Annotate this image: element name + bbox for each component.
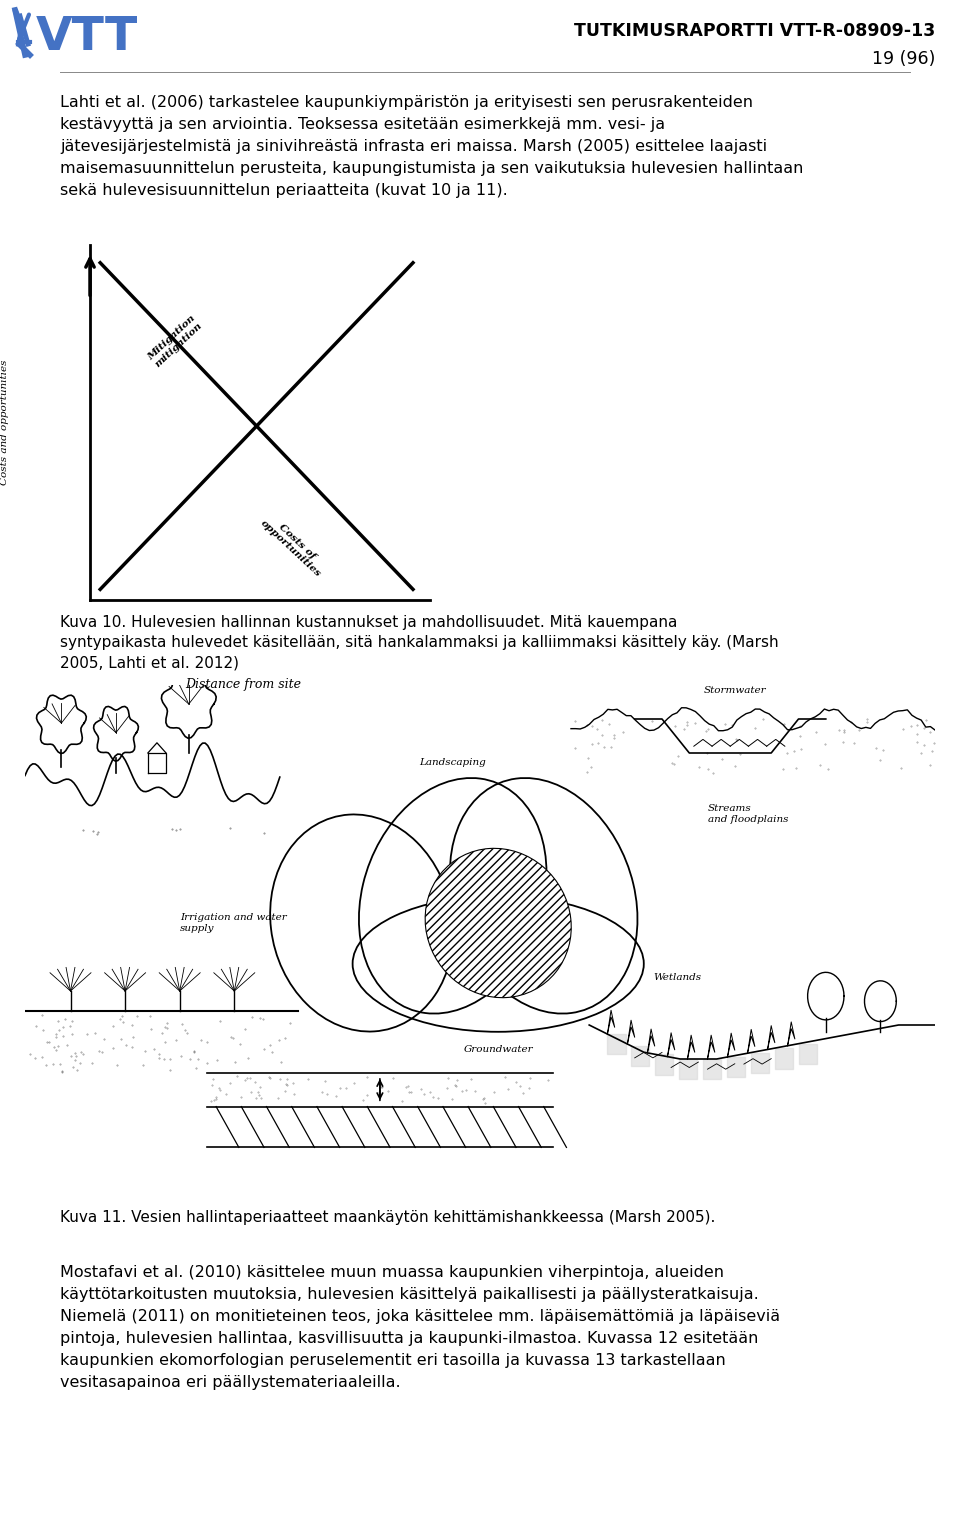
Text: Streams
and floodplains: Streams and floodplains bbox=[708, 804, 788, 824]
Text: VTT: VTT bbox=[36, 15, 138, 60]
Text: Costs and opportunities: Costs and opportunities bbox=[1, 360, 10, 485]
Text: Wetlands: Wetlands bbox=[653, 973, 701, 983]
Text: Costs of
opportunities: Costs of opportunities bbox=[258, 511, 329, 579]
Text: Kuva 10. Hulevesien hallinnan kustannukset ja mahdollisuudet. Mitä kauempana: Kuva 10. Hulevesien hallinnan kustannuks… bbox=[60, 614, 678, 630]
Text: käyttötarkoitusten muutoksia, hulevesien käsittelyä paikallisesti ja päällystera: käyttötarkoitusten muutoksia, hulevesien… bbox=[60, 1287, 758, 1301]
Text: 19 (96): 19 (96) bbox=[872, 49, 935, 68]
Text: vesitasapainoa eri päällystemateriaaleilla.: vesitasapainoa eri päällystemateriaaleil… bbox=[60, 1375, 400, 1391]
Text: Niemelä (2011) on monitieteinen teos, joka käsittelee mm. läpäisemättömiä ja läp: Niemelä (2011) on monitieteinen teos, jo… bbox=[60, 1309, 780, 1324]
Text: Kuva 11. Vesien hallintaperiaatteet maankäytön kehittämishankkeessa (Marsh 2005): Kuva 11. Vesien hallintaperiaatteet maan… bbox=[60, 1210, 715, 1224]
Text: Stormwater: Stormwater bbox=[704, 687, 766, 695]
Text: Lahti et al. (2006) tarkastelee kaupunkiympäristön ja erityisesti sen perusraken: Lahti et al. (2006) tarkastelee kaupunki… bbox=[60, 95, 753, 109]
Text: Groundwater: Groundwater bbox=[464, 1046, 533, 1055]
Text: Mostafavi et al. (2010) käsittelee muun muassa kaupunkien viherpintoja, alueiden: Mostafavi et al. (2010) käsittelee muun … bbox=[60, 1264, 724, 1280]
Text: 2005, Lahti et al. 2012): 2005, Lahti et al. 2012) bbox=[60, 654, 239, 670]
Text: TUTKIMUSRAPORTTI VTT-R-08909-13: TUTKIMUSRAPORTTI VTT-R-08909-13 bbox=[574, 22, 935, 40]
Text: kaupunkien ekomorfologian peruselementit eri tasoilla ja kuvassa 13 tarkastellaa: kaupunkien ekomorfologian peruselementit… bbox=[60, 1354, 726, 1368]
Ellipse shape bbox=[425, 849, 571, 998]
Text: maisemasuunnittelun perusteita, kaupungistumista ja sen vaikutuksia hulevesien h: maisemasuunnittelun perusteita, kaupungi… bbox=[60, 162, 804, 176]
Text: sekä hulevesisuunnittelun periaatteita (kuvat 10 ja 11).: sekä hulevesisuunnittelun periaatteita (… bbox=[60, 183, 508, 199]
Text: Landscaping: Landscaping bbox=[420, 758, 486, 767]
Text: jätevesijärjestelmistä ja sinivihreästä infrasta eri maissa. Marsh (2005) esitte: jätevesijärjestelmistä ja sinivihreästä … bbox=[60, 139, 767, 154]
Text: Mitigation
mitigation: Mitigation mitigation bbox=[146, 313, 204, 370]
Text: pintoja, hulevesien hallintaa, kasvillisuutta ja kaupunki-ilmastoa. Kuvassa 12 e: pintoja, hulevesien hallintaa, kasvillis… bbox=[60, 1331, 758, 1346]
Text: Irrigation and water
supply: Irrigation and water supply bbox=[180, 913, 286, 933]
Text: syntypaikasta hulevedet käsitellään, sitä hankalammaksi ja kalliimmaksi käsittel: syntypaikasta hulevedet käsitellään, sit… bbox=[60, 634, 779, 650]
Text: kestävyyttä ja sen arviointia. Teoksessa esitetään esimerkkejä mm. vesi- ja: kestävyyttä ja sen arviointia. Teoksessa… bbox=[60, 117, 665, 132]
Text: Distance from site: Distance from site bbox=[185, 678, 301, 691]
